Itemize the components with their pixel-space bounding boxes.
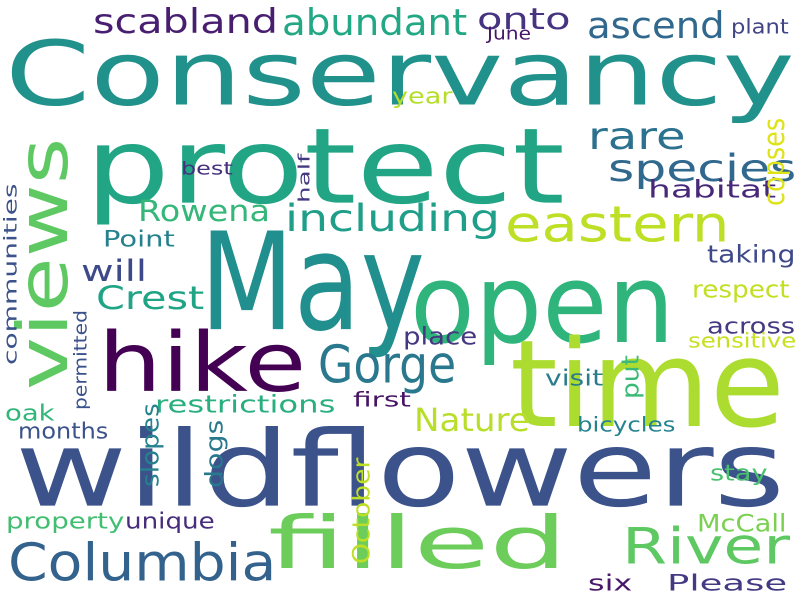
word-months: months (18, 418, 109, 444)
word-june: June (487, 23, 532, 44)
word-including: including (285, 196, 500, 241)
word-conservancy: Conservancy (5, 22, 795, 127)
word-eastern: eastern (505, 195, 730, 254)
word-ascend: ascend (587, 4, 725, 47)
word-first: first (353, 389, 411, 412)
word-slopes: slopes (136, 403, 165, 487)
word-copses: copses (757, 117, 792, 206)
word-filled: filled (268, 501, 568, 586)
word-nature: Nature (414, 401, 530, 439)
word-river: River (622, 517, 790, 576)
word-communities: communities (0, 183, 21, 365)
word-time: time (510, 314, 785, 455)
word-put: put (616, 355, 645, 399)
word-rare: rare (588, 114, 686, 159)
word-unique: unique (125, 508, 215, 534)
word-wildflowers: wildflowers (15, 409, 786, 531)
word-mccall: McCall (697, 509, 787, 538)
word-oak: oak (5, 400, 55, 426)
word-scabland: scabland (93, 2, 278, 42)
word-year: year (392, 83, 453, 109)
word-across: across (707, 313, 796, 339)
word-bicycles: bicycles (577, 414, 676, 437)
word-taking: taking (707, 240, 796, 269)
word-six: six (588, 570, 633, 596)
word-plant: plant (731, 16, 789, 39)
word-gorge: Gorge (318, 334, 457, 396)
word-onto: onto (477, 2, 571, 37)
word-respect: respect (692, 275, 790, 304)
word-abundant: abundant (282, 1, 468, 44)
word-best: best (181, 158, 233, 179)
word-restrictions: restrictions (155, 390, 336, 419)
word-please: Please (667, 570, 788, 596)
word-october: October (347, 457, 376, 564)
word-stay: stay (710, 460, 768, 486)
word-point: Point (103, 226, 175, 252)
word-property: property (6, 508, 125, 534)
word-hike: hike (98, 315, 307, 411)
word-place: place (403, 322, 478, 351)
word-protect: protect (85, 106, 565, 228)
word-open: open (410, 240, 675, 368)
word-crest: Crest (96, 279, 205, 317)
word-permitted: permitted (70, 310, 91, 410)
word-dogs: dogs (200, 419, 229, 488)
word-rowena: Rowena (138, 194, 270, 229)
word-habitat: habitat (648, 175, 777, 204)
word-sensitive: sensitive (688, 330, 797, 353)
word-visit: visit (545, 365, 604, 391)
word-may: May (200, 203, 425, 362)
word-species: species (608, 146, 797, 191)
word-will: will (81, 254, 147, 289)
word-columbia: Columbia (8, 532, 277, 594)
word-half: half (295, 153, 314, 203)
